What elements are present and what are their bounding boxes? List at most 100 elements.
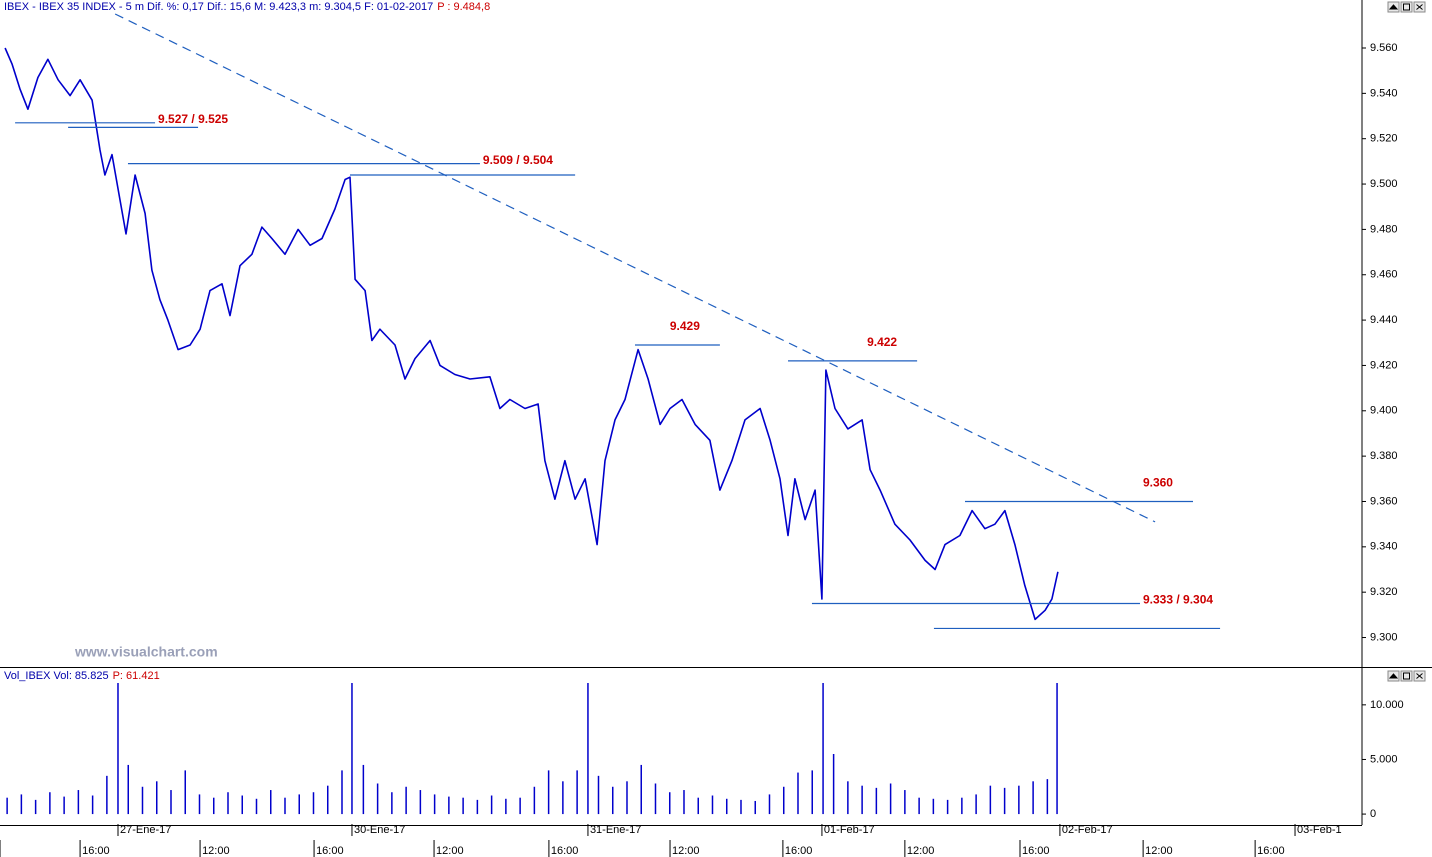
y-tick-label: 9.400 bbox=[1370, 405, 1398, 417]
y-tick-label: 5.000 bbox=[1370, 753, 1398, 765]
volume-bar bbox=[1056, 683, 1058, 815]
x-tick-label: 16:00 bbox=[785, 845, 813, 857]
volume-bar bbox=[106, 775, 108, 815]
volume-bar bbox=[576, 770, 578, 815]
volume-bar bbox=[1018, 785, 1020, 815]
volume-bar bbox=[832, 754, 835, 815]
volume-title: Vol_IBEX Vol: 85.825 bbox=[4, 670, 109, 682]
icon bbox=[1388, 673, 1399, 679]
volume-bar bbox=[611, 786, 614, 815]
x-tick-label: 16:00 bbox=[1257, 845, 1285, 857]
volume-header: Vol_IBEX Vol: 85.825 P: 61.421 bbox=[4, 670, 160, 682]
volume-bar bbox=[697, 797, 699, 815]
y-tick-label: 0 bbox=[1370, 808, 1376, 820]
y-tick-label: 9.460 bbox=[1370, 269, 1398, 281]
volume-bar bbox=[668, 792, 671, 815]
volume-bar bbox=[861, 785, 863, 815]
level-label: 9.422 bbox=[867, 335, 897, 349]
volume-bar bbox=[754, 800, 756, 815]
volume-bar bbox=[683, 790, 685, 815]
volume-bar bbox=[587, 683, 589, 815]
y-tick-label: 9.380 bbox=[1370, 450, 1398, 462]
volume-bar bbox=[326, 785, 329, 815]
volume-bar bbox=[989, 785, 992, 815]
volume-bar bbox=[155, 781, 158, 815]
icon bbox=[1416, 4, 1423, 10]
date-tick-label: 03-Feb-1 bbox=[1297, 824, 1342, 836]
volume-bar bbox=[117, 683, 119, 815]
trendline bbox=[114, 13, 1156, 523]
volume-bar bbox=[63, 796, 65, 815]
volume-bar bbox=[419, 790, 422, 815]
icon bbox=[1403, 3, 1410, 11]
volume-bar bbox=[127, 764, 129, 815]
volume-bar bbox=[505, 798, 507, 815]
volume-bar bbox=[269, 790, 272, 815]
volume-bar bbox=[227, 792, 229, 815]
volume-bar bbox=[654, 783, 657, 815]
x-tick-label: 16:00 bbox=[316, 845, 344, 857]
volume-bar bbox=[875, 787, 878, 815]
icon bbox=[1388, 4, 1399, 10]
x-tick-label: 12:00 bbox=[202, 845, 230, 857]
volume-bar bbox=[918, 797, 920, 815]
volume-bar bbox=[768, 794, 771, 815]
volume-bar bbox=[711, 795, 714, 815]
y-tick-label: 9.320 bbox=[1370, 586, 1398, 598]
volume-bar bbox=[198, 794, 201, 815]
chart-header: IBEX - IBEX 35 INDEX - 5 m Dif. %: 0,17 … bbox=[4, 1, 490, 13]
volume-bar bbox=[34, 799, 37, 815]
volume-bar bbox=[170, 790, 172, 815]
volume-bar bbox=[141, 786, 144, 815]
volume-bar bbox=[284, 797, 286, 815]
volume-bar bbox=[932, 798, 935, 815]
volume-bar bbox=[391, 792, 393, 815]
volume-bar bbox=[626, 781, 628, 815]
volume-bar bbox=[946, 799, 949, 815]
volume-bar bbox=[562, 781, 564, 815]
volume-bar bbox=[889, 783, 892, 815]
volume-bar bbox=[547, 770, 550, 815]
header-title: IBEX - IBEX 35 INDEX - 5 m Dif. %: 0,17 … bbox=[4, 1, 433, 13]
volume-bar bbox=[1032, 781, 1034, 815]
icon bbox=[1403, 672, 1410, 680]
volume-bar bbox=[847, 781, 849, 815]
volume-bar bbox=[20, 794, 23, 815]
x-tick-label: 12:00 bbox=[1145, 845, 1173, 857]
y-tick-label: 9.520 bbox=[1370, 133, 1398, 145]
volume-price: P: 61.421 bbox=[113, 670, 160, 682]
volume-bar bbox=[312, 792, 315, 815]
volume-bar bbox=[362, 764, 365, 815]
button-maximize[interactable] bbox=[1400, 1, 1413, 13]
y-tick-label: 9.440 bbox=[1370, 314, 1398, 326]
level-label: 9.333 / 9.304 bbox=[1143, 593, 1213, 607]
volume-bar bbox=[448, 796, 450, 815]
volume-bar bbox=[597, 775, 600, 815]
y-tick-label: 9.340 bbox=[1370, 541, 1398, 553]
volume-bar bbox=[49, 792, 51, 815]
button-maximize[interactable] bbox=[1400, 670, 1413, 682]
volume-bar bbox=[241, 795, 243, 815]
y-tick-label: 9.420 bbox=[1370, 359, 1398, 371]
date-tick-label: 31-Ene-17 bbox=[590, 824, 641, 836]
volume-bar bbox=[462, 797, 464, 815]
volume-bar bbox=[640, 764, 642, 815]
y-tick-label: 10.000 bbox=[1370, 699, 1404, 711]
volume-bar bbox=[433, 794, 436, 815]
price-line bbox=[4, 47, 1059, 621]
icon bbox=[1416, 673, 1423, 679]
y-tick-label: 9.560 bbox=[1370, 42, 1398, 54]
volume-bar bbox=[961, 797, 963, 815]
header-price: P : 9.484,8 bbox=[437, 1, 490, 13]
volume-bar bbox=[77, 790, 80, 815]
window-buttons[interactable] bbox=[1387, 1, 1426, 682]
volume-bar bbox=[533, 786, 536, 815]
volume-bar bbox=[490, 795, 493, 815]
level-label: 9.360 bbox=[1143, 476, 1173, 490]
level-label: 9.509 / 9.504 bbox=[483, 153, 553, 167]
volume-bar bbox=[904, 790, 906, 815]
volume-bar bbox=[975, 794, 977, 815]
volume-bar bbox=[822, 683, 824, 815]
